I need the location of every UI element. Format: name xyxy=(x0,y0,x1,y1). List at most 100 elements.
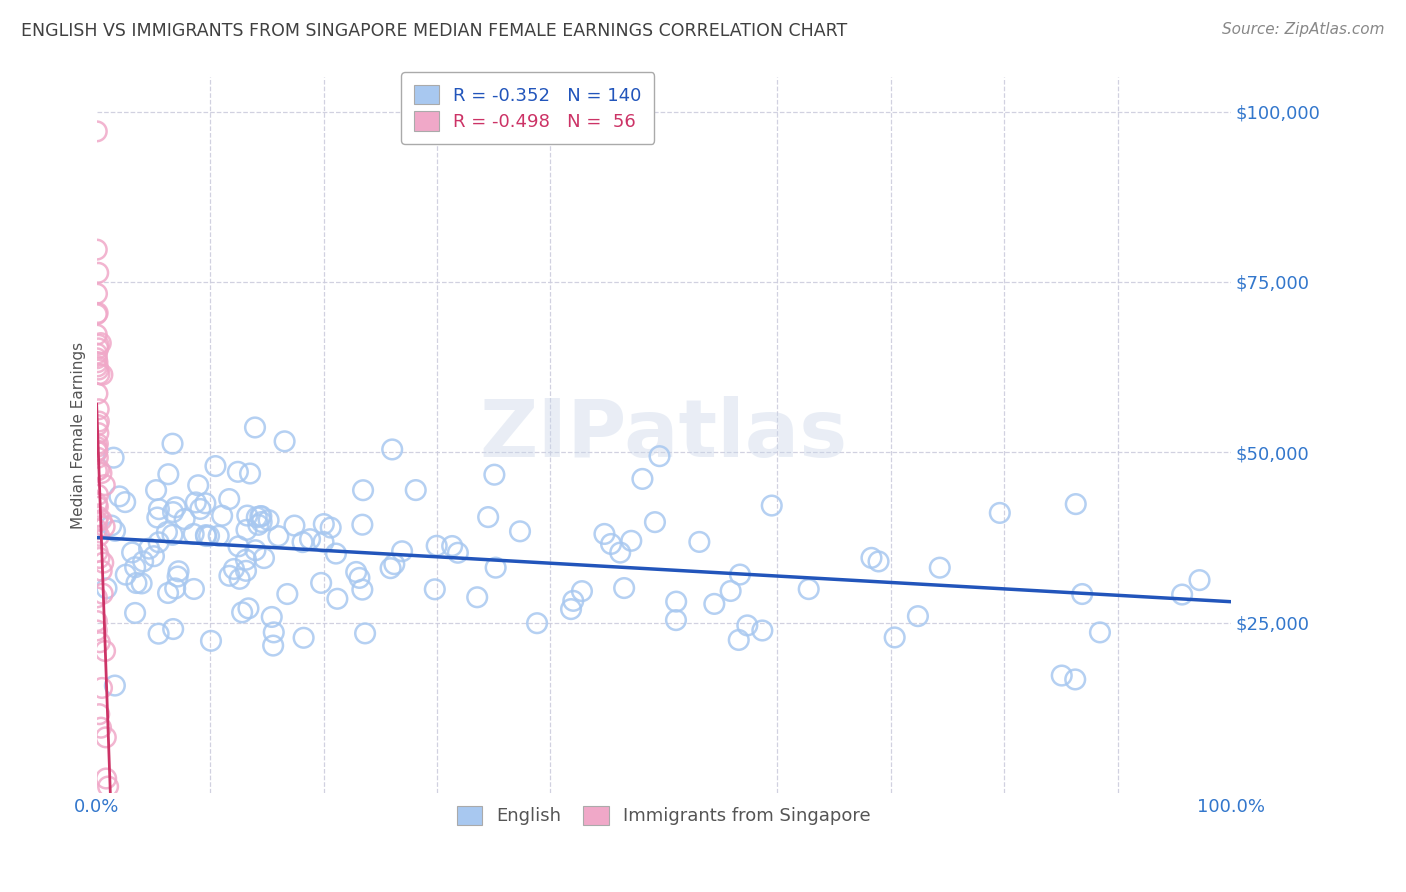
Point xyxy=(253,551,276,566)
Point xyxy=(86,614,108,628)
Point xyxy=(1188,573,1211,587)
Point xyxy=(86,286,108,301)
Point xyxy=(1088,625,1111,640)
Point xyxy=(162,622,184,636)
Point xyxy=(262,639,284,653)
Point xyxy=(86,124,108,138)
Point xyxy=(195,529,218,543)
Point xyxy=(90,513,112,527)
Point xyxy=(87,338,110,352)
Point xyxy=(104,524,127,538)
Point xyxy=(148,502,170,516)
Point xyxy=(325,547,347,561)
Point xyxy=(86,386,108,401)
Point xyxy=(89,550,111,565)
Point xyxy=(86,306,108,320)
Point xyxy=(352,483,374,498)
Point xyxy=(87,529,110,543)
Point xyxy=(156,525,179,540)
Point xyxy=(250,515,273,529)
Point xyxy=(121,545,143,559)
Point xyxy=(94,478,117,492)
Point xyxy=(609,545,631,559)
Point xyxy=(146,510,169,524)
Point xyxy=(309,575,332,590)
Point xyxy=(87,509,110,524)
Point xyxy=(354,626,377,640)
Point xyxy=(631,472,654,486)
Point xyxy=(86,443,108,458)
Point xyxy=(91,681,114,695)
Point xyxy=(382,557,405,571)
Point xyxy=(600,537,623,551)
Point xyxy=(86,497,108,511)
Point xyxy=(138,541,160,556)
Point xyxy=(86,327,108,342)
Point xyxy=(132,554,155,568)
Point xyxy=(108,489,131,503)
Point xyxy=(299,532,322,546)
Point xyxy=(231,605,253,619)
Point xyxy=(86,624,108,638)
Text: ENGLISH VS IMMIGRANTS FROM SINGAPORE MEDIAN FEMALE EARNINGS CORRELATION CHART: ENGLISH VS IMMIGRANTS FROM SINGAPORE MED… xyxy=(21,22,848,40)
Point xyxy=(312,535,335,549)
Point xyxy=(737,618,759,632)
Point xyxy=(173,512,195,526)
Point xyxy=(208,529,231,543)
Point xyxy=(94,644,117,658)
Point xyxy=(509,524,531,539)
Point xyxy=(326,591,349,606)
Point xyxy=(93,520,115,534)
Point xyxy=(162,436,184,450)
Point xyxy=(238,601,260,615)
Point xyxy=(620,533,643,548)
Point xyxy=(187,478,209,492)
Point xyxy=(97,780,120,794)
Point xyxy=(1064,673,1087,687)
Point xyxy=(183,527,205,541)
Point xyxy=(165,500,187,515)
Point xyxy=(276,587,298,601)
Point xyxy=(103,450,125,465)
Point xyxy=(194,496,217,510)
Point xyxy=(167,564,190,578)
Point xyxy=(184,495,207,509)
Point xyxy=(292,631,315,645)
Point xyxy=(87,488,110,502)
Point xyxy=(235,523,257,537)
Point xyxy=(194,528,217,542)
Point xyxy=(100,518,122,533)
Point xyxy=(87,362,110,376)
Point xyxy=(87,266,110,280)
Point xyxy=(644,515,666,529)
Point xyxy=(235,552,257,566)
Point xyxy=(87,418,110,433)
Point xyxy=(166,569,188,583)
Point xyxy=(226,465,249,479)
Point xyxy=(988,506,1011,520)
Point xyxy=(218,491,240,506)
Point xyxy=(148,535,170,549)
Point xyxy=(89,367,111,381)
Point xyxy=(235,564,257,578)
Point xyxy=(228,572,250,586)
Legend: English, Immigrants from Singapore: English, Immigrants from Singapore xyxy=(449,797,880,834)
Point xyxy=(797,582,820,596)
Point xyxy=(87,450,110,465)
Point xyxy=(86,440,108,454)
Point xyxy=(571,584,593,599)
Point xyxy=(131,576,153,591)
Point xyxy=(125,576,148,591)
Point xyxy=(124,560,146,574)
Point xyxy=(243,420,266,434)
Point xyxy=(665,594,688,608)
Point xyxy=(86,355,108,369)
Point xyxy=(267,529,290,543)
Point xyxy=(1171,588,1194,602)
Point xyxy=(319,520,342,534)
Point xyxy=(89,462,111,476)
Point xyxy=(249,509,271,524)
Point xyxy=(613,581,636,595)
Point xyxy=(87,500,110,514)
Point xyxy=(484,467,506,482)
